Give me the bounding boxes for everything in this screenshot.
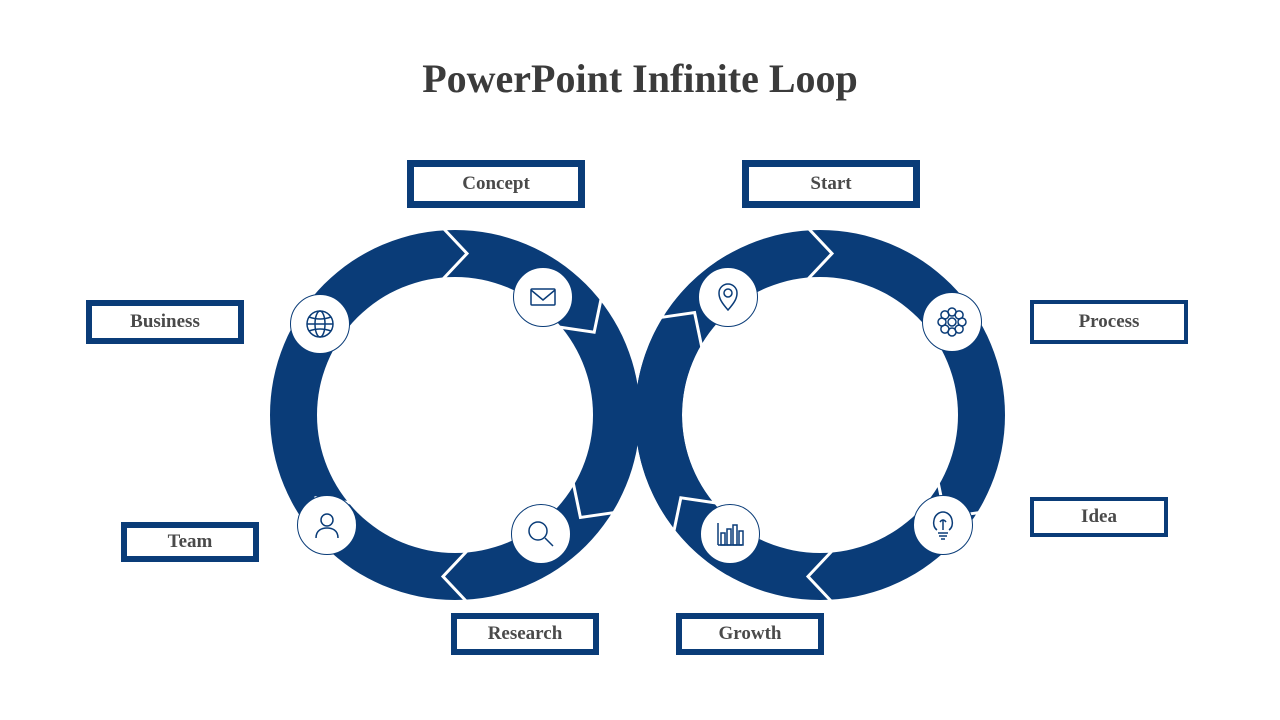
label-text: Business [130, 311, 200, 333]
flower-icon [922, 292, 982, 352]
label-process: Process [1030, 300, 1188, 344]
person-icon [297, 495, 357, 555]
envelope-icon [513, 267, 573, 327]
slide: PowerPoint Infinite Loop ConceptSta [0, 0, 1280, 720]
label-text: Idea [1081, 506, 1117, 528]
label-team: Team [121, 522, 259, 562]
infinite-loop-diagram [0, 0, 1280, 720]
magnifier-icon [511, 504, 571, 564]
bar-chart-icon [700, 504, 760, 564]
label-text: Start [810, 173, 851, 195]
label-text: Process [1079, 311, 1140, 333]
label-start: Start [742, 160, 920, 208]
label-text: Concept [462, 173, 530, 195]
label-business: Business [86, 300, 244, 344]
label-growth: Growth [676, 613, 824, 655]
map-pin-icon [698, 267, 758, 327]
label-text: Research [488, 623, 563, 645]
label-concept: Concept [407, 160, 585, 208]
label-text: Team [168, 531, 213, 553]
label-idea: Idea [1030, 497, 1168, 537]
label-text: Growth [719, 623, 782, 645]
label-research: Research [451, 613, 599, 655]
globe-icon [290, 294, 350, 354]
lightbulb-icon [913, 495, 973, 555]
